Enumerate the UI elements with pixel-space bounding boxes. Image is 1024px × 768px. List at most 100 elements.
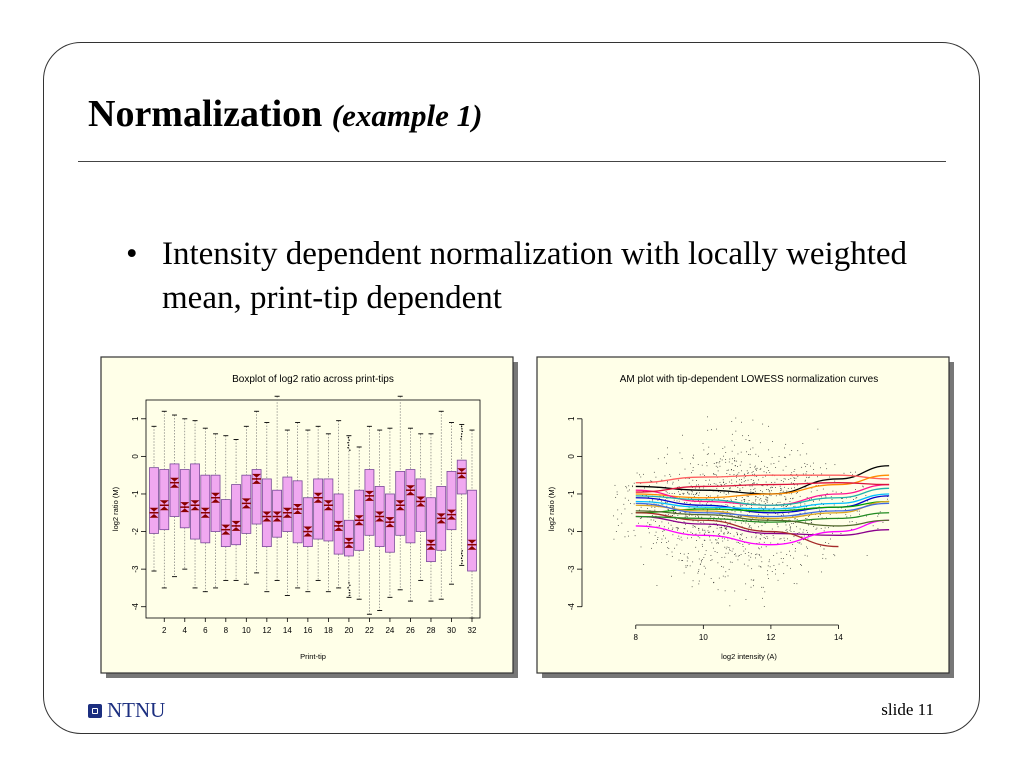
scatter-point <box>626 487 628 489</box>
scatter-point <box>723 498 725 499</box>
scatter-point <box>723 518 725 519</box>
scatter-point <box>630 503 632 504</box>
scatter-point <box>707 530 709 532</box>
scatter-point <box>741 522 743 524</box>
bullet-text: Intensity dependent normalization with l… <box>162 236 908 316</box>
scatter-point <box>709 479 710 481</box>
scatter-point <box>775 495 777 497</box>
lowess-curve-6 <box>635 515 890 536</box>
scatter-point <box>810 491 812 493</box>
scatter-point <box>688 514 690 516</box>
scatter-point <box>793 482 794 484</box>
scatter-point <box>776 552 778 554</box>
scatter-point <box>725 452 727 453</box>
scatter-point <box>721 505 723 507</box>
scatter-point <box>736 476 737 478</box>
scatter-point <box>678 486 680 488</box>
scatter-point <box>706 494 708 496</box>
scatter-point <box>706 511 708 513</box>
scatter-point <box>795 492 797 494</box>
scatter-point <box>724 538 726 540</box>
scatter-point <box>633 482 635 484</box>
scatter-point <box>615 531 617 532</box>
scatter-point <box>698 529 700 531</box>
scatter-point <box>804 463 806 464</box>
scatter-point <box>701 516 703 518</box>
scatter-point <box>761 586 763 588</box>
x-tick-label-12: 12 <box>262 626 271 635</box>
scatter-point <box>806 506 808 508</box>
scatter-point <box>780 538 782 540</box>
scatter-point <box>669 474 671 475</box>
scatter-point <box>741 534 742 536</box>
scatter-point <box>803 539 804 541</box>
y-tick-label-neg4: -4 <box>567 603 576 611</box>
scatter-point <box>653 519 655 521</box>
box-tip-27 <box>415 433 426 581</box>
scatter-point <box>825 542 826 543</box>
scatter-point <box>724 528 726 530</box>
scatter-point <box>796 484 798 486</box>
scatter-point <box>690 531 692 533</box>
scatter-point <box>731 463 733 465</box>
scatter-point <box>762 597 763 599</box>
scatter-point <box>737 473 739 475</box>
scatter-point <box>752 474 754 476</box>
scatter-point <box>706 453 708 455</box>
scatter-point <box>718 542 719 544</box>
scatter-point <box>684 502 685 504</box>
scatter-point <box>651 547 653 549</box>
scatter-point <box>745 480 747 482</box>
iqr-box <box>220 499 231 547</box>
scatter-point <box>738 542 739 543</box>
scatter-point <box>731 450 733 452</box>
scatter-point <box>786 528 788 530</box>
scatter-point <box>829 538 831 540</box>
scatter-point <box>681 458 683 460</box>
outlier-point <box>348 582 350 584</box>
lowess-curve-2 <box>635 474 890 484</box>
scatter-point <box>704 529 706 531</box>
scatter-point <box>731 561 733 563</box>
scatter-point <box>755 498 757 500</box>
scatter-point <box>766 500 768 502</box>
scatter-point <box>703 521 704 523</box>
scatter-point <box>843 472 845 474</box>
scatter-point <box>817 485 819 486</box>
scatter-point <box>772 503 773 505</box>
scatter-point <box>668 492 670 494</box>
scatter-point <box>729 550 731 551</box>
scatter-point <box>702 487 704 489</box>
y-tick-label-1: 1 <box>567 416 576 421</box>
scatter-point <box>728 491 729 493</box>
scatter-point <box>672 527 674 529</box>
scatter-point <box>789 454 791 456</box>
scatter-point <box>792 498 794 500</box>
scatter-point <box>821 473 823 475</box>
scatter-point <box>882 521 884 523</box>
scatter-point <box>810 513 812 515</box>
scatter-point <box>752 502 754 504</box>
scatter-point <box>640 506 642 508</box>
scatter-point <box>769 492 771 494</box>
box-tip-11 <box>251 410 262 574</box>
scatter-point <box>690 485 692 487</box>
scatter-point <box>776 478 778 480</box>
scatter-point <box>775 513 776 514</box>
scatter-point <box>715 523 717 525</box>
scatter-point <box>657 458 659 460</box>
outlier-point <box>461 560 463 562</box>
scatter-point <box>768 509 770 511</box>
chart-title: Boxplot of log2 ratio across print-tips <box>232 374 394 385</box>
scatter-point <box>765 481 767 483</box>
scatter-point <box>688 506 690 508</box>
scatter-point <box>713 523 715 525</box>
scatter-point <box>716 542 718 544</box>
scatter-point <box>772 487 773 488</box>
scatter-point <box>793 557 795 559</box>
scatter-point <box>787 538 788 540</box>
scatter-point <box>751 502 753 504</box>
scatter-point <box>621 513 622 515</box>
scatter-point <box>650 519 652 521</box>
scatter-point <box>751 568 753 570</box>
